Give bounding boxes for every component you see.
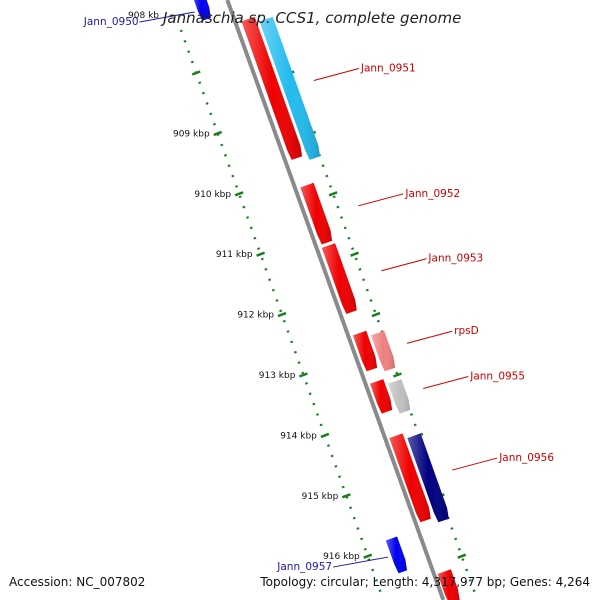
gene-shading — [437, 569, 460, 600]
label-leader-line — [407, 330, 453, 344]
label-layer: Jann_0950 Jann_0951 Jann_0952 Jann_0953 rpsD… — [83, 11, 554, 573]
gene-shading — [389, 433, 431, 523]
tick-label: 913 kbp — [259, 371, 296, 381]
gene-shading — [193, 0, 211, 21]
tick-mark-outer — [457, 553, 467, 559]
tick-mark-inner — [277, 311, 287, 318]
tick-mark-inner — [256, 251, 265, 257]
gene-label-jann_0951[interactable]: Jann_0951 — [360, 62, 416, 74]
tick-mark-inner — [191, 70, 201, 76]
gene-label-rpsd[interactable]: rpsD — [454, 325, 479, 337]
map-title: Jannaschia sp. CCS1, complete genome — [160, 9, 461, 27]
tick-label: 912 kbp — [237, 311, 274, 321]
accession-text: Accession: NC_007802 — [9, 575, 145, 589]
tick-mark-outer — [350, 251, 359, 257]
gene-shading — [259, 16, 321, 160]
tick-label: 915 kbp — [302, 492, 339, 502]
tick-label: 910 kbp — [194, 190, 231, 200]
gene-label-jann_0952[interactable]: Jann_0952 — [404, 188, 460, 200]
topology-text: Topology: circular; Length: 4,317,977 bp… — [259, 575, 590, 589]
gene-shading — [388, 379, 411, 414]
tick-mark-inner — [234, 191, 244, 197]
gene-label-jann_0953[interactable]: Jann_0953 — [427, 253, 483, 265]
tick-mark-outer — [371, 311, 381, 318]
gene-shading — [370, 379, 393, 414]
label-leader-line — [358, 193, 404, 207]
tick-label: 916 kbp — [323, 552, 360, 562]
gene-label-jann_0955[interactable]: Jann_0955 — [469, 371, 525, 383]
inner-dotted-ruler — [179, 29, 385, 600]
backbone-line — [225, 0, 446, 600]
label-leader-line — [313, 67, 360, 81]
label-leader-line — [332, 556, 389, 568]
track-layer: 908 kb 909 kbp 910 kbp 911 kbp 912 kbp 913 kb… — [128, 0, 479, 600]
tick-label: 908 kb — [128, 11, 159, 21]
tick-mark-inner — [341, 493, 351, 499]
gene-shading — [241, 16, 303, 160]
label-leader-line — [381, 258, 427, 272]
tick-mark-inner — [213, 130, 223, 137]
gene-shading — [371, 330, 396, 372]
tick-mark-outer — [328, 191, 338, 197]
gene-layer — [193, 0, 460, 600]
label-leader-line — [139, 11, 195, 23]
tick-label: 911 kbp — [216, 250, 253, 260]
tick-mark-inner — [363, 553, 373, 559]
gene-label-jann_0956[interactable]: Jann_0956 — [498, 452, 554, 464]
gene-shading — [300, 182, 333, 245]
gene-label-jann_0957[interactable]: Jann_0957 — [276, 561, 332, 573]
tick-label: 914 kbp — [280, 431, 317, 441]
gene-shading — [407, 433, 449, 523]
gene-shading — [321, 243, 357, 314]
tick-mark-inner — [320, 432, 330, 439]
tick-mark-inner — [299, 372, 308, 378]
tick-mark-outer — [393, 372, 402, 378]
gene-shading — [385, 536, 407, 574]
gene-label-jann_0950[interactable]: Jann_0950 — [83, 16, 139, 28]
gene-shading — [353, 330, 378, 372]
label-leader-line — [452, 457, 498, 471]
label-leader-line — [423, 376, 469, 390]
tick-label: 909 kbp — [173, 129, 210, 139]
